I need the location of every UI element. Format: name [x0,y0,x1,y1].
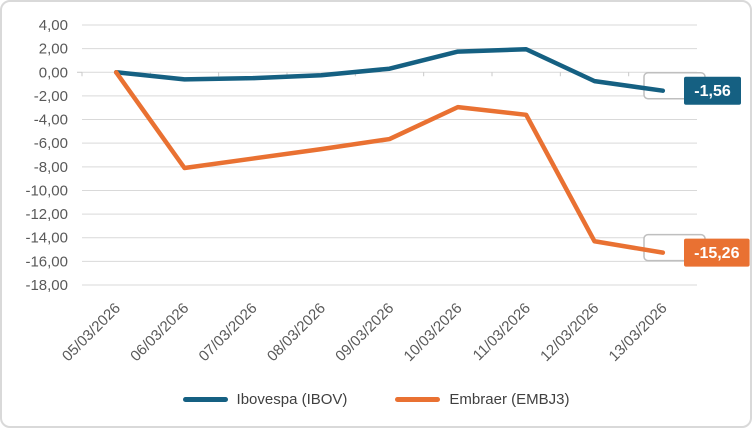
y-axis-tick-label: -18,00 [25,277,68,294]
x-axis-tick-label: 12/03/2026 [537,300,602,365]
y-axis-tick-label: 4,00 [39,17,68,34]
series-line-ibovespa-ibov [113,46,666,93]
legend-line-swatch-embraer-embj3 [395,396,441,402]
y-axis-tick-label: -6,00 [34,135,68,152]
x-axis-tick-label: 10/03/2026 [401,300,466,365]
y-axis-tick-label: -14,00 [25,230,68,247]
data-label-box-ibovespa-ibov [684,76,741,105]
x-axis-tick-label: 13/03/2026 [606,300,671,365]
x-axis-tick-label: 11/03/2026 [470,300,534,364]
x-axis-tick-label: 09/03/2026 [332,300,397,365]
legend-line-swatch-ibovespa-ibov [182,396,228,402]
legend-label-embraer-embj3: Embraer (EMBJ3) [449,390,570,408]
x-axis-tick-label: 07/03/2026 [196,300,261,365]
x-axis-tick-label: 06/03/2026 [127,300,192,365]
y-axis-tick-label: -12,00 [25,206,68,223]
data-label-value-embraer-embj3: -15,26 [694,245,739,262]
y-axis-tick-label: -4,00 [34,112,68,129]
series-line-embraer-embj3 [113,70,666,255]
data-label-box-embraer-embj3 [684,238,750,267]
legend-label-ibovespa-ibov: Ibovespa (IBOV) [236,390,348,408]
y-axis-tick-label: -10,00 [25,182,68,199]
data-label-value-ibovespa-ibov: -1,56 [694,83,731,100]
y-axis-tick-label: -8,00 [34,159,68,176]
y-axis-tick-label: 2,00 [39,41,68,58]
x-axis-tick-label: 05/03/2026 [59,300,124,365]
chart-legend: Ibovespa (IBOV) Embraer (EMBJ3) [2,385,750,413]
y-axis-tick-label: -16,00 [25,253,68,270]
y-axis-tick-label: -2,00 [34,88,68,105]
legend-item-embraer-embj3: Embraer (EMBJ3) [395,391,569,408]
x-axis-tick-label: 08/03/2026 [264,300,329,365]
legend-item-ibovespa-ibov: Ibovespa (IBOV) [182,390,348,408]
y-axis-tick-label: 0,00 [39,64,68,81]
